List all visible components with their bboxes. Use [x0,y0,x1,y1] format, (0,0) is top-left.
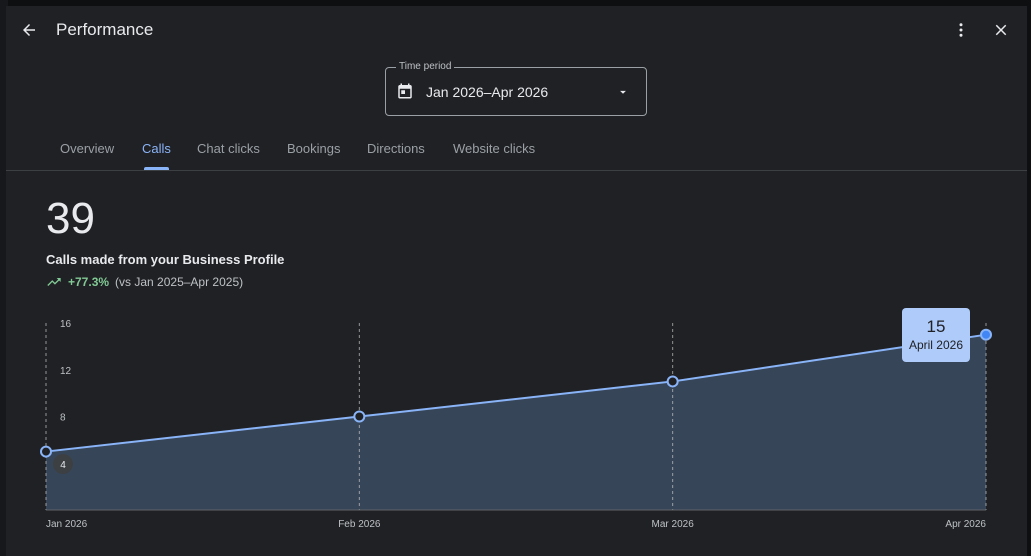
x-tick-label: Mar 2026 [652,519,695,530]
start-value-badge [53,454,73,474]
metric-tabs: Overview Calls Chat clicks Bookings Dire… [6,130,1027,171]
chart-series-line [45,333,987,453]
y-tick-label: 8 [60,413,66,424]
time-period-label: Time period [396,61,455,72]
chart-point [40,445,52,458]
active-tab-indicator [144,167,169,170]
tooltip-month: April 2026 [908,338,964,352]
close-button[interactable] [987,16,1015,44]
tab-calls[interactable]: Calls [142,141,171,156]
tab-website-clicks[interactable]: Website clicks [453,141,536,156]
y-tick-label: 16 [60,319,72,330]
trending-up-icon [47,278,61,286]
chart-area-fill [46,334,986,510]
chart-tooltip: 15 April 2026 [902,308,970,362]
metric-label: Calls made from your Business Profile [46,252,285,267]
tab-overview[interactable]: Overview [60,141,115,156]
dialog-header: Performance [6,6,1027,54]
calendar-icon [398,83,412,99]
change-comparison: (vs Jan 2025–Apr 2025) [115,275,244,289]
chart-point [353,410,366,423]
y-tick-label: 12 [60,366,72,377]
tab-bookings[interactable]: Bookings [287,141,341,156]
more-options-button[interactable] [947,16,975,44]
page-title: Performance [56,20,154,39]
dropdown-arrow-icon [620,90,626,94]
x-tick-label: Apr 2026 [945,519,986,530]
background-window-edge [0,0,8,556]
change-percentage: +77.3% [68,275,110,289]
more-vert-icon [959,23,963,37]
metric-change: +77.3% (vs Jan 2025–Apr 2025) [46,274,243,290]
chart-point [666,375,679,388]
tab-chat-clicks[interactable]: Chat clicks [197,141,260,156]
back-button[interactable] [15,16,43,44]
time-period-select[interactable]: Time period Jan 2026–Apr 2026 [385,61,647,116]
chart-point-highlighted [980,328,992,341]
tab-directions[interactable]: Directions [367,141,425,156]
close-icon [995,24,1007,36]
arrow-back-icon [23,24,35,36]
start-value-badge-label: 4 [60,460,66,471]
tooltip-value: 15 [926,317,946,336]
performance-dialog: Performance Time period Jan 2026–Apr 202… [6,6,1027,556]
x-tick-label: Feb 2026 [338,519,381,530]
x-tick-label: Jan 2026 [46,519,88,530]
metric-value: 39 [46,194,95,243]
time-period-value: Jan 2026–Apr 2026 [426,84,549,100]
